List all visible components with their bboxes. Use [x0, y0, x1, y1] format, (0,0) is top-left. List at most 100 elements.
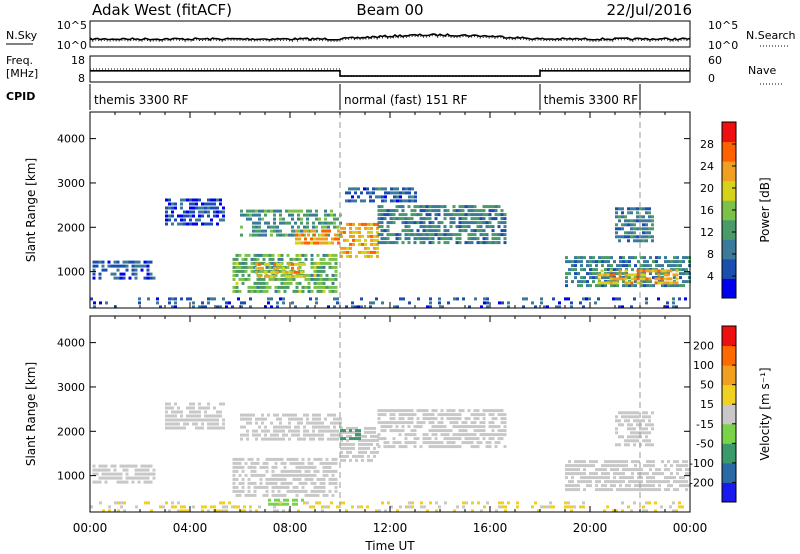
heatmap-cell — [234, 505, 237, 509]
heatmap-cell — [268, 457, 272, 461]
heatmap-cell — [334, 257, 338, 261]
heatmap-cell — [373, 222, 376, 226]
heatmap-cell — [303, 437, 306, 441]
heatmap-cell — [301, 489, 305, 493]
heatmap-cell — [392, 417, 396, 421]
heatmap-cell — [615, 281, 619, 285]
heatmap-cell — [419, 425, 423, 429]
heatmap-cell — [449, 409, 453, 413]
heatmap-cell — [270, 229, 273, 233]
heatmap-cell — [104, 464, 108, 468]
heatmap-cell — [303, 225, 306, 229]
heatmap-cell — [434, 437, 438, 441]
heatmap-cell — [375, 195, 378, 199]
heatmap-cell — [485, 433, 489, 437]
heatmap-cell — [597, 297, 600, 301]
heatmap-cell — [137, 472, 141, 476]
heatmap-cell — [340, 458, 343, 462]
heatmap-cell — [479, 241, 483, 245]
heatmap-cell — [577, 284, 580, 288]
heatmap-cell — [592, 472, 595, 476]
heatmap-cell — [101, 260, 105, 264]
heatmap-cell — [267, 262, 270, 266]
heatmap-cell — [458, 433, 462, 437]
heatmap-cell — [476, 445, 480, 449]
heatmap-cell — [375, 509, 378, 513]
heatmap-cell — [370, 222, 373, 226]
heatmap-cell — [461, 213, 465, 217]
heatmap-cell — [383, 421, 387, 425]
heatmap-cell — [279, 217, 282, 221]
heatmap-cell — [467, 417, 471, 421]
heatmap-cell — [437, 229, 441, 233]
heatmap-cell — [416, 437, 420, 441]
heatmap-cell — [138, 297, 141, 301]
heatmap-cell — [271, 481, 275, 485]
heatmap-cell — [413, 209, 417, 213]
heatmap-cell — [235, 285, 239, 289]
heatmap-cell — [601, 284, 604, 288]
heatmap-cell — [174, 402, 177, 406]
x-tick-label: 16:00 — [473, 521, 508, 535]
heatmap-cell — [622, 472, 625, 476]
heatmap-cell — [639, 419, 642, 423]
heatmap-cell — [380, 221, 384, 225]
heatmap-cell — [322, 253, 326, 257]
heatmap-cell — [232, 469, 236, 473]
heatmap-cell — [476, 417, 480, 421]
heatmap-cell — [114, 501, 117, 505]
heatmap-cell — [619, 464, 622, 468]
heatmap-cell — [630, 273, 634, 277]
heatmap-cell — [143, 464, 147, 468]
heatmap-cell — [389, 233, 393, 237]
heatmap-cell — [195, 418, 198, 422]
heatmap-cell — [571, 468, 574, 472]
heatmap-cell — [298, 253, 302, 257]
heatmap-cell — [189, 406, 192, 410]
heatmap-cell — [624, 273, 628, 277]
heatmap-cell — [258, 274, 261, 278]
heatmap-cell — [676, 488, 679, 492]
heatmap-cell — [372, 199, 375, 203]
heatmap-cell — [565, 468, 568, 472]
heatmap-cell — [552, 297, 555, 301]
heatmap-cell — [455, 233, 459, 237]
heatmap-cell — [318, 425, 321, 429]
heatmap-cell — [565, 276, 568, 280]
heatmap-cell — [482, 217, 486, 221]
heatmap-cell — [364, 246, 367, 250]
heatmap-cell — [116, 472, 120, 476]
heatmap-cell — [315, 209, 318, 213]
heatmap-cell — [117, 509, 120, 513]
heatmap-cell — [361, 458, 364, 462]
heatmap-cell — [319, 273, 323, 277]
heatmap-cell — [336, 417, 339, 421]
heatmap-cell — [168, 218, 171, 222]
heatmap-cell — [306, 413, 309, 417]
heatmap-cell — [259, 485, 263, 489]
heatmap-cell — [334, 457, 338, 461]
heatmap-cell — [395, 425, 399, 429]
heatmap-cell — [497, 225, 501, 229]
heatmap-cell — [422, 413, 426, 417]
heatmap-cell — [264, 262, 267, 266]
heatmap-cell — [294, 429, 297, 433]
heatmap-cell — [283, 461, 287, 465]
heatmap-cell — [334, 277, 338, 281]
heatmap-cell — [110, 272, 114, 276]
heatmap-cell — [225, 509, 228, 513]
heatmap-cell — [452, 409, 456, 413]
heatmap-cell — [455, 413, 459, 417]
heatmap-cell — [301, 253, 305, 257]
heatmap-cell — [615, 211, 618, 215]
heatmap-cell — [360, 505, 363, 509]
heatmap-cell — [404, 433, 408, 437]
heatmap-cell — [376, 222, 379, 226]
heatmap-cell — [667, 260, 670, 264]
heatmap-cell — [565, 464, 568, 468]
heatmap-cell — [140, 472, 144, 476]
heatmap-cell — [470, 445, 474, 449]
heatmap-cell — [407, 417, 411, 421]
heatmap-cell — [482, 205, 486, 209]
heatmap-cell — [434, 433, 438, 437]
